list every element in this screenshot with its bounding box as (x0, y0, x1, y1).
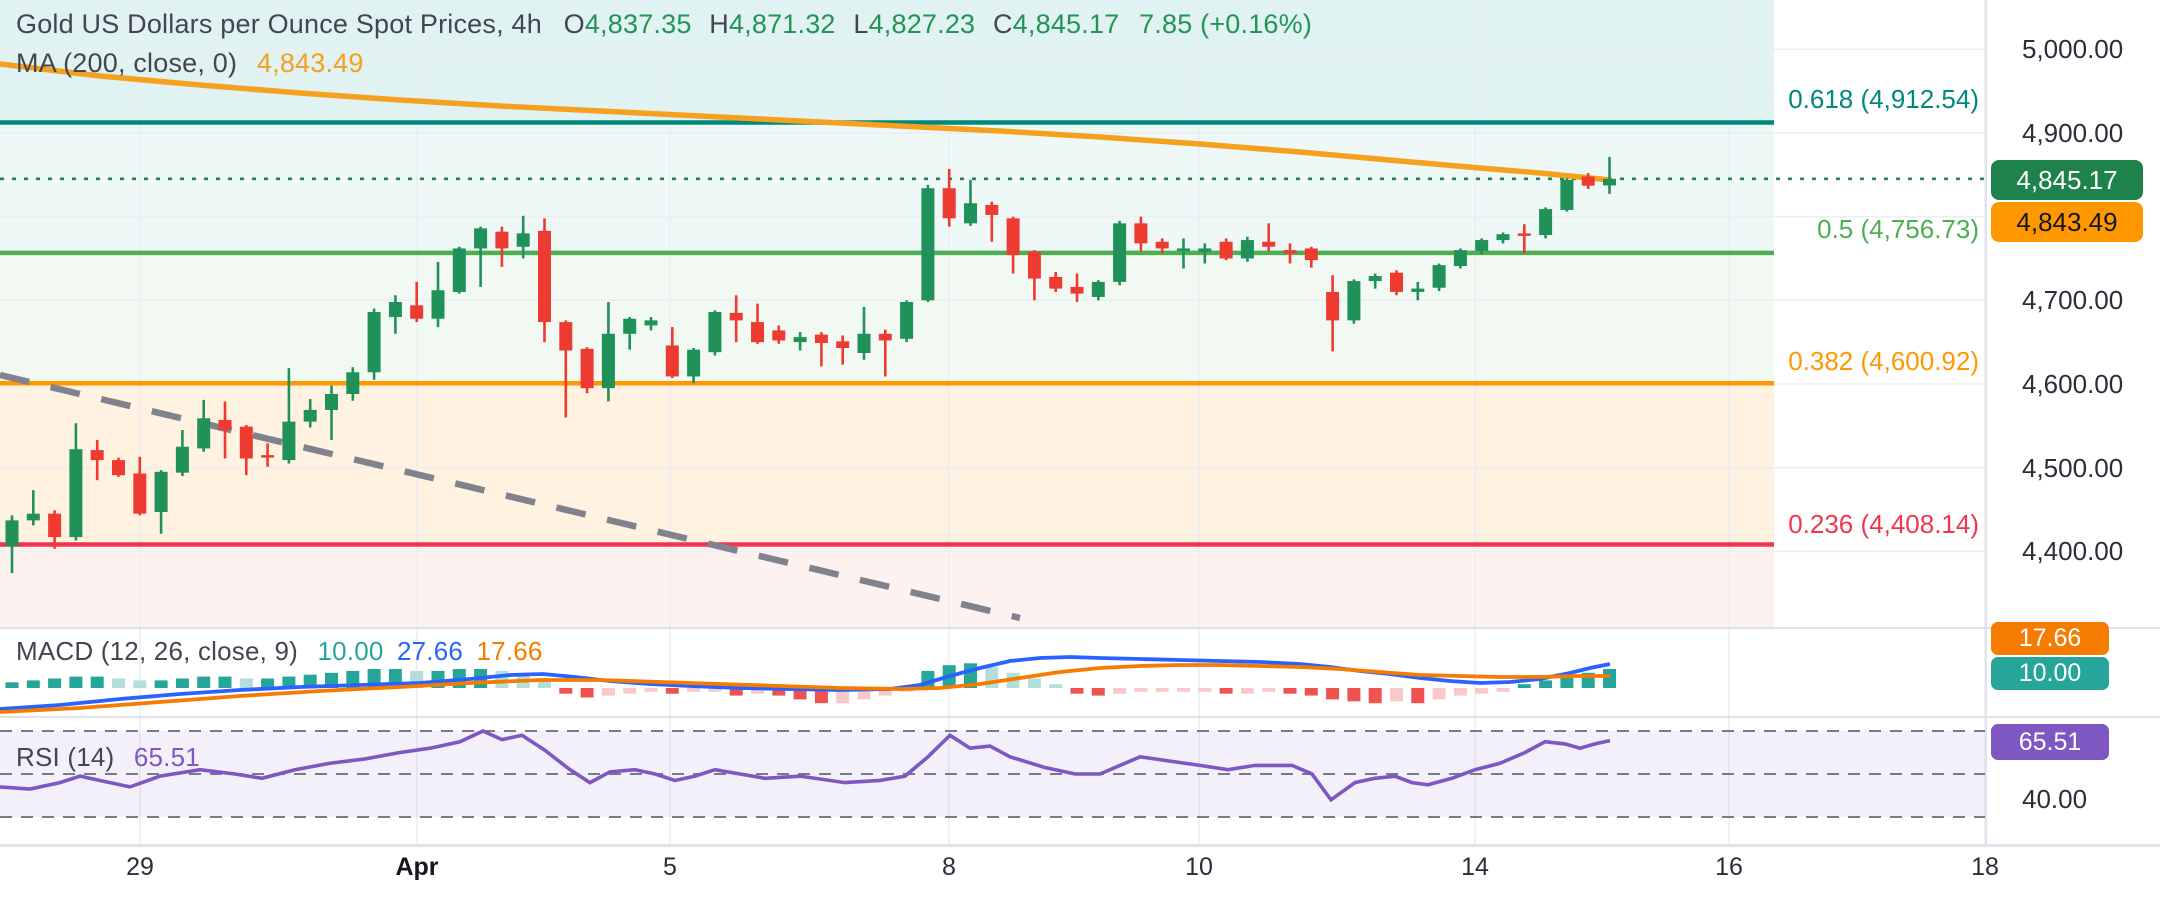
last-price-badge: 4,845.17 (1991, 160, 2143, 200)
fib-label-05[interactable]: 0.5 (4,756.73) (1817, 214, 1979, 244)
price-tick: 4,400.00 (2022, 536, 2124, 566)
ma-legend-value: 4,843.49 (256, 48, 364, 78)
ohlc-low-value: 4,827.23 (868, 9, 976, 39)
ohlc-low-letter: L (853, 9, 869, 39)
macd-hist-value: 10.00 (317, 636, 384, 666)
time-tick: 14 (1461, 853, 1489, 881)
time-tick: 29 (126, 853, 154, 881)
macd-legend[interactable]: MACD (12, 26, close, 9) 10.00 27.66 17.6… (16, 636, 543, 667)
ohlc-close-letter: C (992, 9, 1013, 39)
ma-legend-label: MA (200, close, 0) (16, 48, 238, 78)
time-tick: 18 (1971, 853, 1999, 881)
fib-label-0382[interactable]: 0.382 (4,600.92) (1788, 346, 1979, 376)
price-tick: 4,900.00 (2022, 118, 2124, 148)
macd-signal-badge: 17.66 (1991, 622, 2109, 655)
price-tick: 4,500.00 (2022, 453, 2124, 483)
time-tick: 16 (1715, 853, 1743, 881)
rsi-value-badge: 65.51 (1991, 724, 2109, 760)
time-tick: 5 (663, 853, 677, 881)
symbol-legend[interactable]: Gold US Dollars per Ounce Spot Prices, 4… (16, 9, 1312, 40)
ma-price-badge: 4,843.49 (1991, 202, 2143, 242)
change-value: 7.85 (+0.16%) (1139, 9, 1313, 39)
price-tick: 4,700.00 (2022, 285, 2124, 315)
rsi-axis-label: 40.00 (2022, 784, 2088, 814)
price-tick: 4,600.00 (2022, 369, 2124, 399)
price-tick: 5,000.00 (2022, 34, 2124, 64)
macd-line-value: 27.66 (396, 636, 464, 666)
rsi-legend[interactable]: RSI (14) 65.51 (16, 742, 200, 773)
ohlc-open-letter: O (563, 9, 585, 39)
ma-legend[interactable]: MA (200, close, 0) 4,843.49 (16, 48, 364, 79)
ohlc-open-value: 4,837.35 (584, 9, 692, 39)
rsi-legend-value: 65.51 (133, 742, 200, 772)
price-axis-separator (1985, 0, 1987, 845)
time-axis-separator (0, 845, 2160, 847)
rsi-legend-label: RSI (14) (16, 742, 115, 772)
time-tick: 8 (942, 853, 956, 881)
ohlc-high-value: 4,871.32 (728, 9, 836, 39)
symbol-title: Gold US Dollars per Ounce Spot Prices, 4… (16, 9, 542, 39)
time-tick: Apr (395, 853, 439, 881)
fib-label-0618[interactable]: 0.618 (4,912.54) (1788, 84, 1979, 114)
fib-label-0236[interactable]: 0.236 (4,408.14) (1788, 509, 1979, 539)
time-tick: 10 (1185, 853, 1213, 881)
macd-legend-label: MACD (12, 26, close, 9) (16, 636, 299, 666)
macd-signal-value: 17.66 (476, 636, 543, 666)
macd-hist-badge: 10.00 (1991, 657, 2109, 690)
ohlc-close-value: 4,845.17 (1012, 9, 1120, 39)
ohlc-high-letter: H (709, 9, 729, 39)
